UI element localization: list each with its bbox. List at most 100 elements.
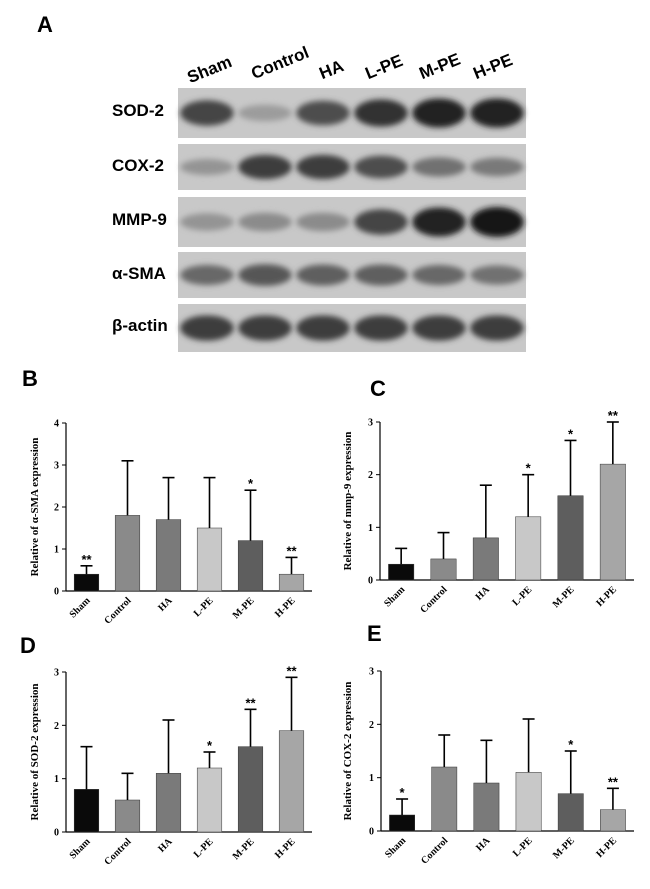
blot-band [180, 158, 234, 176]
blot-band [296, 100, 350, 126]
panel-label-c: C [370, 376, 386, 401]
x-tick-label: M-PE [551, 584, 577, 610]
x-tick-label: M-PE [231, 836, 257, 862]
x-tick-label: Sham [68, 595, 94, 621]
significance-mark: * [526, 461, 532, 476]
significance-mark: * [568, 426, 574, 441]
bar [237, 746, 264, 833]
x-tick-label: HA [156, 595, 175, 614]
blot-row-label: MMP-9 [112, 210, 167, 229]
x-tick-label: Control [419, 835, 450, 866]
y-tick-label: 3 [368, 418, 373, 429]
bar [114, 515, 141, 592]
blot-band [296, 154, 350, 180]
y-axis-label: Relative of COX-2 expression [342, 682, 354, 821]
blot-row-label: β-actin [112, 316, 168, 335]
y-tick-label: 0 [369, 827, 374, 838]
y-tick-label: 2 [369, 720, 374, 731]
y-tick-label: 0 [54, 587, 59, 598]
blot-row-label: SOD-2 [112, 101, 164, 120]
x-tick-label: Control [102, 836, 133, 867]
significance-mark: ** [286, 543, 297, 558]
y-tick-label: 2 [54, 721, 59, 732]
blot-band [470, 207, 524, 237]
x-tick-label: M-PE [231, 595, 257, 621]
blot-band [238, 315, 292, 341]
x-tick-label: L-PE [510, 584, 534, 608]
y-tick-label: 3 [369, 667, 374, 678]
x-tick-label: L-PE [192, 836, 216, 860]
y-axis-label: Relative of α-SMA expression [29, 438, 41, 577]
blot-band [238, 104, 292, 122]
blot-band [238, 154, 292, 180]
y-tick-label: 2 [54, 503, 59, 514]
y-tick-label: 1 [369, 773, 374, 784]
bar [73, 573, 100, 592]
bar [557, 495, 584, 581]
blot-band [412, 157, 466, 177]
blot-band [296, 315, 350, 341]
blot-band [412, 315, 466, 341]
panel-label-b: B [22, 366, 38, 391]
significance-mark: ** [81, 552, 92, 567]
y-tick-label: 1 [54, 545, 59, 556]
western-blot [178, 88, 526, 352]
blot-band [470, 157, 524, 177]
bar [196, 527, 223, 592]
blot-strip [178, 144, 526, 190]
bar [557, 793, 584, 832]
y-axis-label: Relative of SOD-2 expression [29, 684, 41, 821]
bar-chart-d: 0 1 2 3 Relative of SOD-2 expression Sham Cont… [29, 663, 312, 868]
blot-band [296, 264, 350, 286]
y-tick-label: 0 [368, 576, 373, 587]
bar [430, 558, 457, 581]
bar [389, 814, 415, 832]
y-tick-label: 4 [54, 419, 59, 430]
x-tick-label: H-PE [594, 835, 619, 860]
blot-band [180, 264, 234, 286]
x-tick-label: Control [418, 584, 449, 615]
x-tick-label: L-PE [192, 595, 216, 619]
blot-band [296, 212, 350, 232]
x-tick-label: H-PE [273, 836, 298, 861]
bar [73, 789, 100, 833]
y-axis-label: Relative of mmp-9 expression [342, 432, 354, 571]
x-tick-label: Sham [382, 584, 408, 610]
x-tick-label: Sham [68, 836, 94, 862]
x-tick-label: Control [102, 595, 133, 626]
blot-strip [178, 88, 526, 138]
bar-chart-b: 0 1 2 3 4 Relative of α-SMA expression ** Sham C… [29, 419, 312, 627]
panel-label-a: A [37, 12, 53, 37]
y-tick-label: 2 [368, 470, 373, 481]
blot-row-label: COX-2 [112, 156, 164, 175]
bar [388, 563, 415, 581]
panel-label-d: D [20, 633, 36, 658]
blot-row-label: α-SMA [112, 264, 166, 283]
bar [473, 782, 500, 832]
blot-band [470, 98, 524, 128]
bar [515, 516, 542, 581]
x-tick-label: M-PE [551, 835, 577, 861]
blot-band [180, 100, 234, 126]
significance-mark: ** [608, 774, 619, 789]
significance-mark: * [248, 476, 254, 491]
blot-band [354, 99, 408, 127]
bar [599, 463, 626, 581]
x-tick-label: L-PE [511, 835, 535, 859]
blot-band [238, 212, 292, 232]
bar [472, 537, 499, 581]
panel-label-e: E [367, 621, 382, 646]
x-tick-label: HA [156, 836, 175, 855]
blot-band [412, 98, 466, 128]
blot-strip [178, 197, 526, 247]
blot-band [354, 155, 408, 179]
significance-mark: * [400, 785, 406, 800]
significance-mark: ** [608, 408, 619, 423]
blot-strip [178, 304, 526, 352]
blot-band [354, 315, 408, 341]
x-tick-label: H-PE [594, 584, 619, 609]
bar [155, 519, 182, 592]
blot-band [412, 207, 466, 237]
